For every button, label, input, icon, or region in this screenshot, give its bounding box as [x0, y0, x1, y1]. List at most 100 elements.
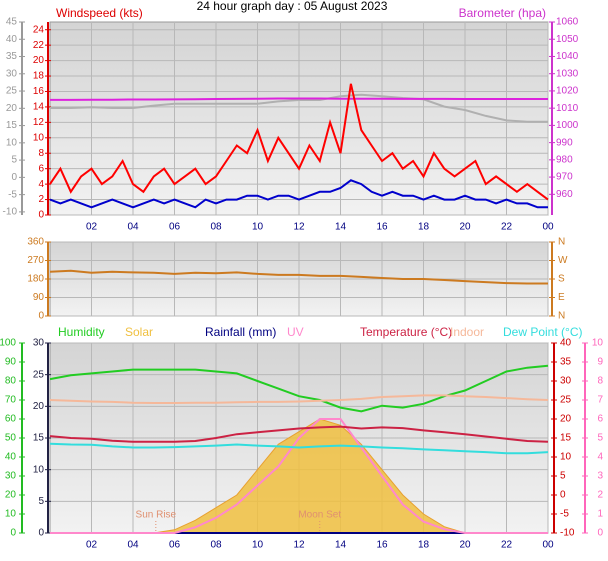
legend-label: Dew Point (°C)	[503, 325, 582, 339]
y-tick-label: 9	[597, 357, 603, 368]
y-tick-label: 15	[6, 120, 18, 131]
y-tick-label: N	[558, 237, 565, 248]
y-tick-label: 40	[560, 338, 572, 349]
x-tick-label: 20	[459, 222, 471, 233]
y-tick-label: -10	[560, 528, 575, 539]
legend-label: Indoor	[450, 325, 484, 339]
y-tick-label: 6	[597, 414, 603, 425]
y-tick-label: -5	[560, 509, 569, 520]
x-tick-label: 18	[418, 222, 430, 233]
x-tick-label: 06	[169, 222, 181, 233]
y-tick-label: 0	[38, 210, 44, 221]
y-tick-label: 25	[560, 395, 572, 406]
y-tick-label: 60	[5, 414, 17, 425]
legend-label: Solar	[125, 325, 153, 339]
x-tick-label: 22	[501, 540, 513, 551]
y-tick-label: 50	[5, 433, 17, 444]
y-tick-label: N	[558, 311, 565, 322]
y-tick-label: 25	[33, 369, 45, 380]
x-tick-label: 20	[459, 540, 471, 551]
y-tick-label: 5	[560, 471, 566, 482]
y-tick-label: 7	[597, 395, 603, 406]
axis-title: Barometer (hpa)	[459, 6, 546, 20]
y-tick-label: -5	[8, 189, 17, 200]
y-tick-label: -10	[3, 207, 18, 218]
annotation: Sun Rise	[136, 510, 177, 521]
y-tick-label: 100	[0, 338, 16, 349]
y-tick-label: 20	[33, 401, 45, 412]
y-tick-label: 1010	[556, 103, 579, 114]
y-tick-label: 1000	[556, 120, 579, 131]
x-tick-label: 12	[293, 540, 305, 551]
y-tick-label: 2	[597, 490, 603, 501]
x-tick-label: 08	[210, 222, 222, 233]
y-tick-label: 5	[597, 433, 603, 444]
y-tick-label: 14	[33, 102, 45, 113]
y-tick-label: 24	[33, 24, 45, 35]
y-tick-label: 360	[27, 237, 44, 248]
y-tick-label: 15	[560, 433, 572, 444]
y-tick-label: 15	[33, 433, 45, 444]
line	[50, 93, 548, 123]
y-tick-label: E	[558, 292, 565, 303]
x-tick-label: 12	[293, 222, 305, 233]
x-tick-label: 04	[127, 222, 139, 233]
legend-label: Rainfall (mm)	[205, 325, 276, 339]
y-tick-label: 10	[592, 338, 604, 349]
y-tick-label: 20	[5, 490, 17, 501]
y-tick-label: 0	[38, 311, 44, 322]
y-tick-label: 90	[5, 357, 17, 368]
x-tick-label: 00	[542, 540, 554, 551]
y-tick-label: 3	[597, 471, 603, 482]
y-tick-label: 22	[33, 40, 45, 51]
line	[50, 97, 548, 101]
y-tick-label: 12	[33, 117, 45, 128]
y-tick-label: 1	[597, 509, 603, 520]
legend-label: Humidity	[58, 325, 105, 339]
x-tick-label: 10	[252, 222, 264, 233]
x-tick-label: 02	[86, 222, 98, 233]
y-tick-label: 80	[5, 376, 17, 387]
y-tick-label: 960	[556, 189, 573, 200]
y-tick-label: 10	[33, 464, 45, 475]
x-tick-label: 00	[542, 222, 554, 233]
annotation: Moon Set	[298, 510, 341, 521]
y-tick-label: 0	[597, 528, 603, 539]
y-tick-label: 30	[5, 471, 17, 482]
y-tick-label: 2	[38, 194, 44, 205]
y-tick-label: 90	[33, 292, 45, 303]
y-tick-label: W	[558, 255, 568, 266]
line	[49, 364, 549, 413]
y-tick-label: 8	[597, 376, 603, 387]
y-tick-label: 1020	[556, 86, 579, 97]
axis-title: Windspeed (kts)	[56, 6, 143, 20]
x-tick-label: 22	[501, 222, 513, 233]
y-tick-label: 35	[6, 51, 18, 62]
y-tick-label: 40	[6, 34, 18, 45]
y-tick-label: 0	[11, 172, 17, 183]
line	[49, 179, 548, 209]
y-tick-label: 10	[5, 509, 17, 520]
y-tick-label: 180	[27, 274, 44, 285]
y-tick-label: 0	[38, 528, 44, 539]
y-tick-label: 20	[560, 414, 572, 425]
x-tick-label: 06	[169, 540, 181, 551]
y-tick-label: 45	[6, 17, 18, 28]
y-tick-label: 25	[6, 86, 18, 97]
y-tick-label: 30	[33, 338, 45, 349]
y-tick-label: S	[558, 274, 565, 285]
y-tick-label: 980	[556, 154, 573, 165]
x-tick-label: 10	[252, 540, 264, 551]
x-tick-label: 16	[376, 222, 388, 233]
y-tick-label: 40	[5, 452, 17, 463]
y-tick-label: 8	[38, 148, 44, 159]
y-tick-label: 1060	[556, 17, 579, 28]
chart-title: 24 hour graph day : 05 August 2023	[197, 0, 388, 13]
line	[50, 418, 548, 534]
line	[49, 83, 549, 201]
y-tick-label: 0	[10, 528, 16, 539]
legend-label: Temperature (°C)	[360, 325, 452, 339]
y-tick-label: 990	[556, 137, 573, 148]
x-tick-label: 08	[210, 540, 222, 551]
